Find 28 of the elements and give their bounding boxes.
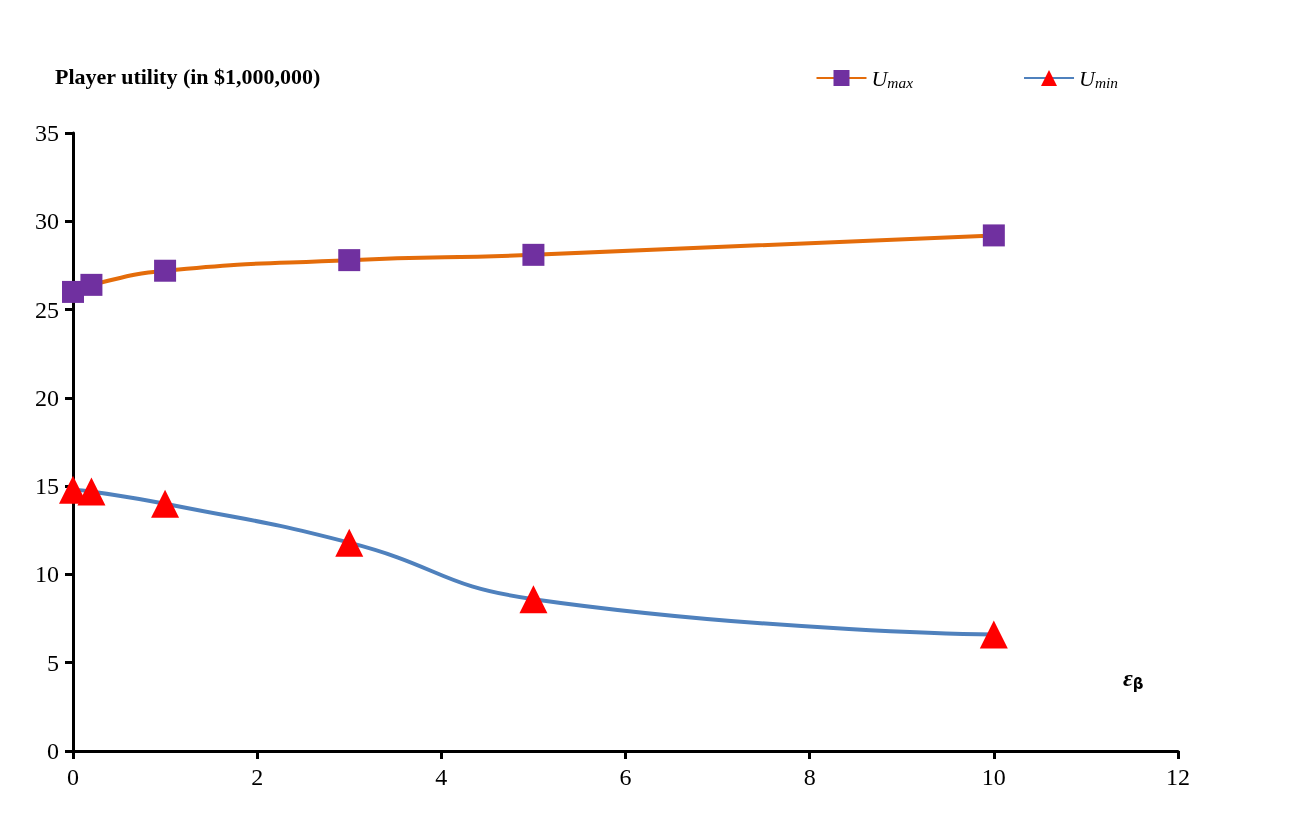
x-tick-label: 4: [435, 764, 448, 790]
point: [522, 243, 545, 266]
legend-label: Umin: [1079, 65, 1119, 91]
x-tick-label: 12: [1166, 764, 1190, 790]
point: [151, 489, 180, 518]
point: [982, 224, 1005, 247]
y-tick-label: 30: [35, 208, 59, 235]
x-tick-label: 2: [251, 764, 264, 790]
point: [519, 585, 548, 614]
x-tick-label: 8: [803, 764, 816, 790]
y-tick-label: 5: [47, 649, 59, 676]
point: [80, 273, 103, 296]
point: [335, 528, 364, 557]
x-tick-label: 10: [981, 764, 1006, 790]
point: [338, 249, 361, 272]
y-tick-label: 20: [35, 384, 59, 411]
y-tick-label: 15: [35, 473, 59, 500]
y-tick-label: 10: [35, 561, 59, 588]
chart-title: Player utility (in $1,000,000): [55, 63, 321, 89]
x-tick-label: 0: [67, 764, 79, 790]
y-tick-label: 25: [35, 296, 59, 323]
y-tick-label: 35: [35, 120, 59, 146]
point: [979, 620, 1008, 649]
y-tick-label: 0: [47, 738, 59, 764]
point: [77, 477, 106, 506]
legend-label: Umax: [871, 65, 914, 91]
point: [154, 259, 177, 282]
x-tick-label: 6: [619, 764, 632, 790]
